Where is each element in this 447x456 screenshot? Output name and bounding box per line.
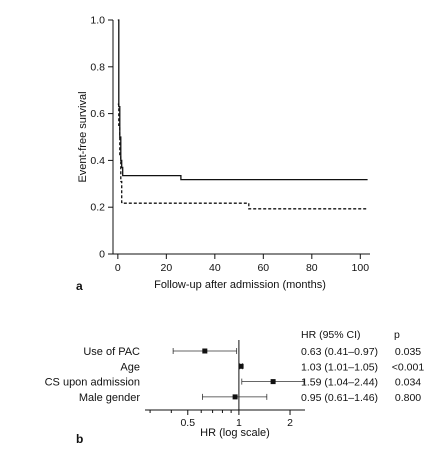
forest-row-label: Age: [120, 361, 140, 373]
km-x-tick-label: 20: [160, 262, 172, 274]
forest-x-tick-label: 1: [236, 417, 242, 429]
km-x-tick-label: 0: [115, 262, 121, 274]
km-y-tick-label: 0.2: [90, 202, 105, 214]
forest-p-value: 0.800: [395, 392, 421, 404]
km-x-tick-label: 80: [306, 262, 318, 274]
forest-hr-ci-value: 1.03 (1.01–1.05): [301, 361, 378, 373]
km-curve-solid: [117, 19, 368, 181]
km-x-tick-label: 60: [257, 262, 269, 274]
km-y-axis-label: Event-free survival: [77, 91, 89, 182]
panel-label-b: b: [76, 432, 83, 446]
forest-row-label: Use of PAC: [83, 346, 140, 358]
forest-panel: b 0.5 1 2 Use of PAC 0.63 (0.41–0.97) 0.035 A…: [45, 329, 425, 446]
forest-hr-ci-value: 0.63 (0.41–0.97): [301, 346, 378, 358]
km-y-tick-label: 0.6: [90, 108, 105, 120]
forest-p-value: <0.001: [392, 361, 425, 373]
forest-row-label: Male gender: [79, 392, 140, 404]
km-y-tick-label: 0: [99, 249, 105, 261]
forest-col-header-p: p: [394, 329, 400, 341]
km-curve-dashed: [117, 103, 368, 210]
km-x-axis-label: Follow-up after admission (months): [154, 279, 326, 291]
km-y-tick-label: 0.4: [90, 155, 105, 167]
forest-p-value: 0.035: [395, 346, 421, 358]
forest-point: [238, 363, 244, 369]
km-x-tick-label: 100: [352, 262, 370, 274]
forest-hr-ci-value: 0.95 (0.61–1.46): [301, 392, 378, 404]
panel-label-a: a: [76, 279, 83, 293]
forest-row-label: CS upon admission: [45, 377, 140, 389]
km-y-tick-label: 0.8: [90, 61, 105, 73]
forest-point: [270, 379, 276, 385]
forest-point: [232, 394, 238, 400]
forest-hr-ci-value: 1.59 (1.04–2.44): [301, 377, 378, 389]
km-panel: a 0 0.2 0.4 0.6 0.8 1.0 0 20 40 60 80 100 Follow-u…: [76, 15, 370, 293]
km-y-tick-label: 1.0: [90, 15, 105, 27]
forest-x-axis-label: HR (log scale): [200, 427, 270, 439]
forest-x-tick-label: 0.5: [180, 417, 195, 429]
forest-x-tick-label: 2: [287, 417, 293, 429]
km-x-tick-label: 40: [209, 262, 221, 274]
forest-col-header-hr: HR (95% CI): [301, 329, 361, 341]
forest-p-value: 0.034: [395, 377, 421, 389]
forest-point: [202, 348, 208, 354]
